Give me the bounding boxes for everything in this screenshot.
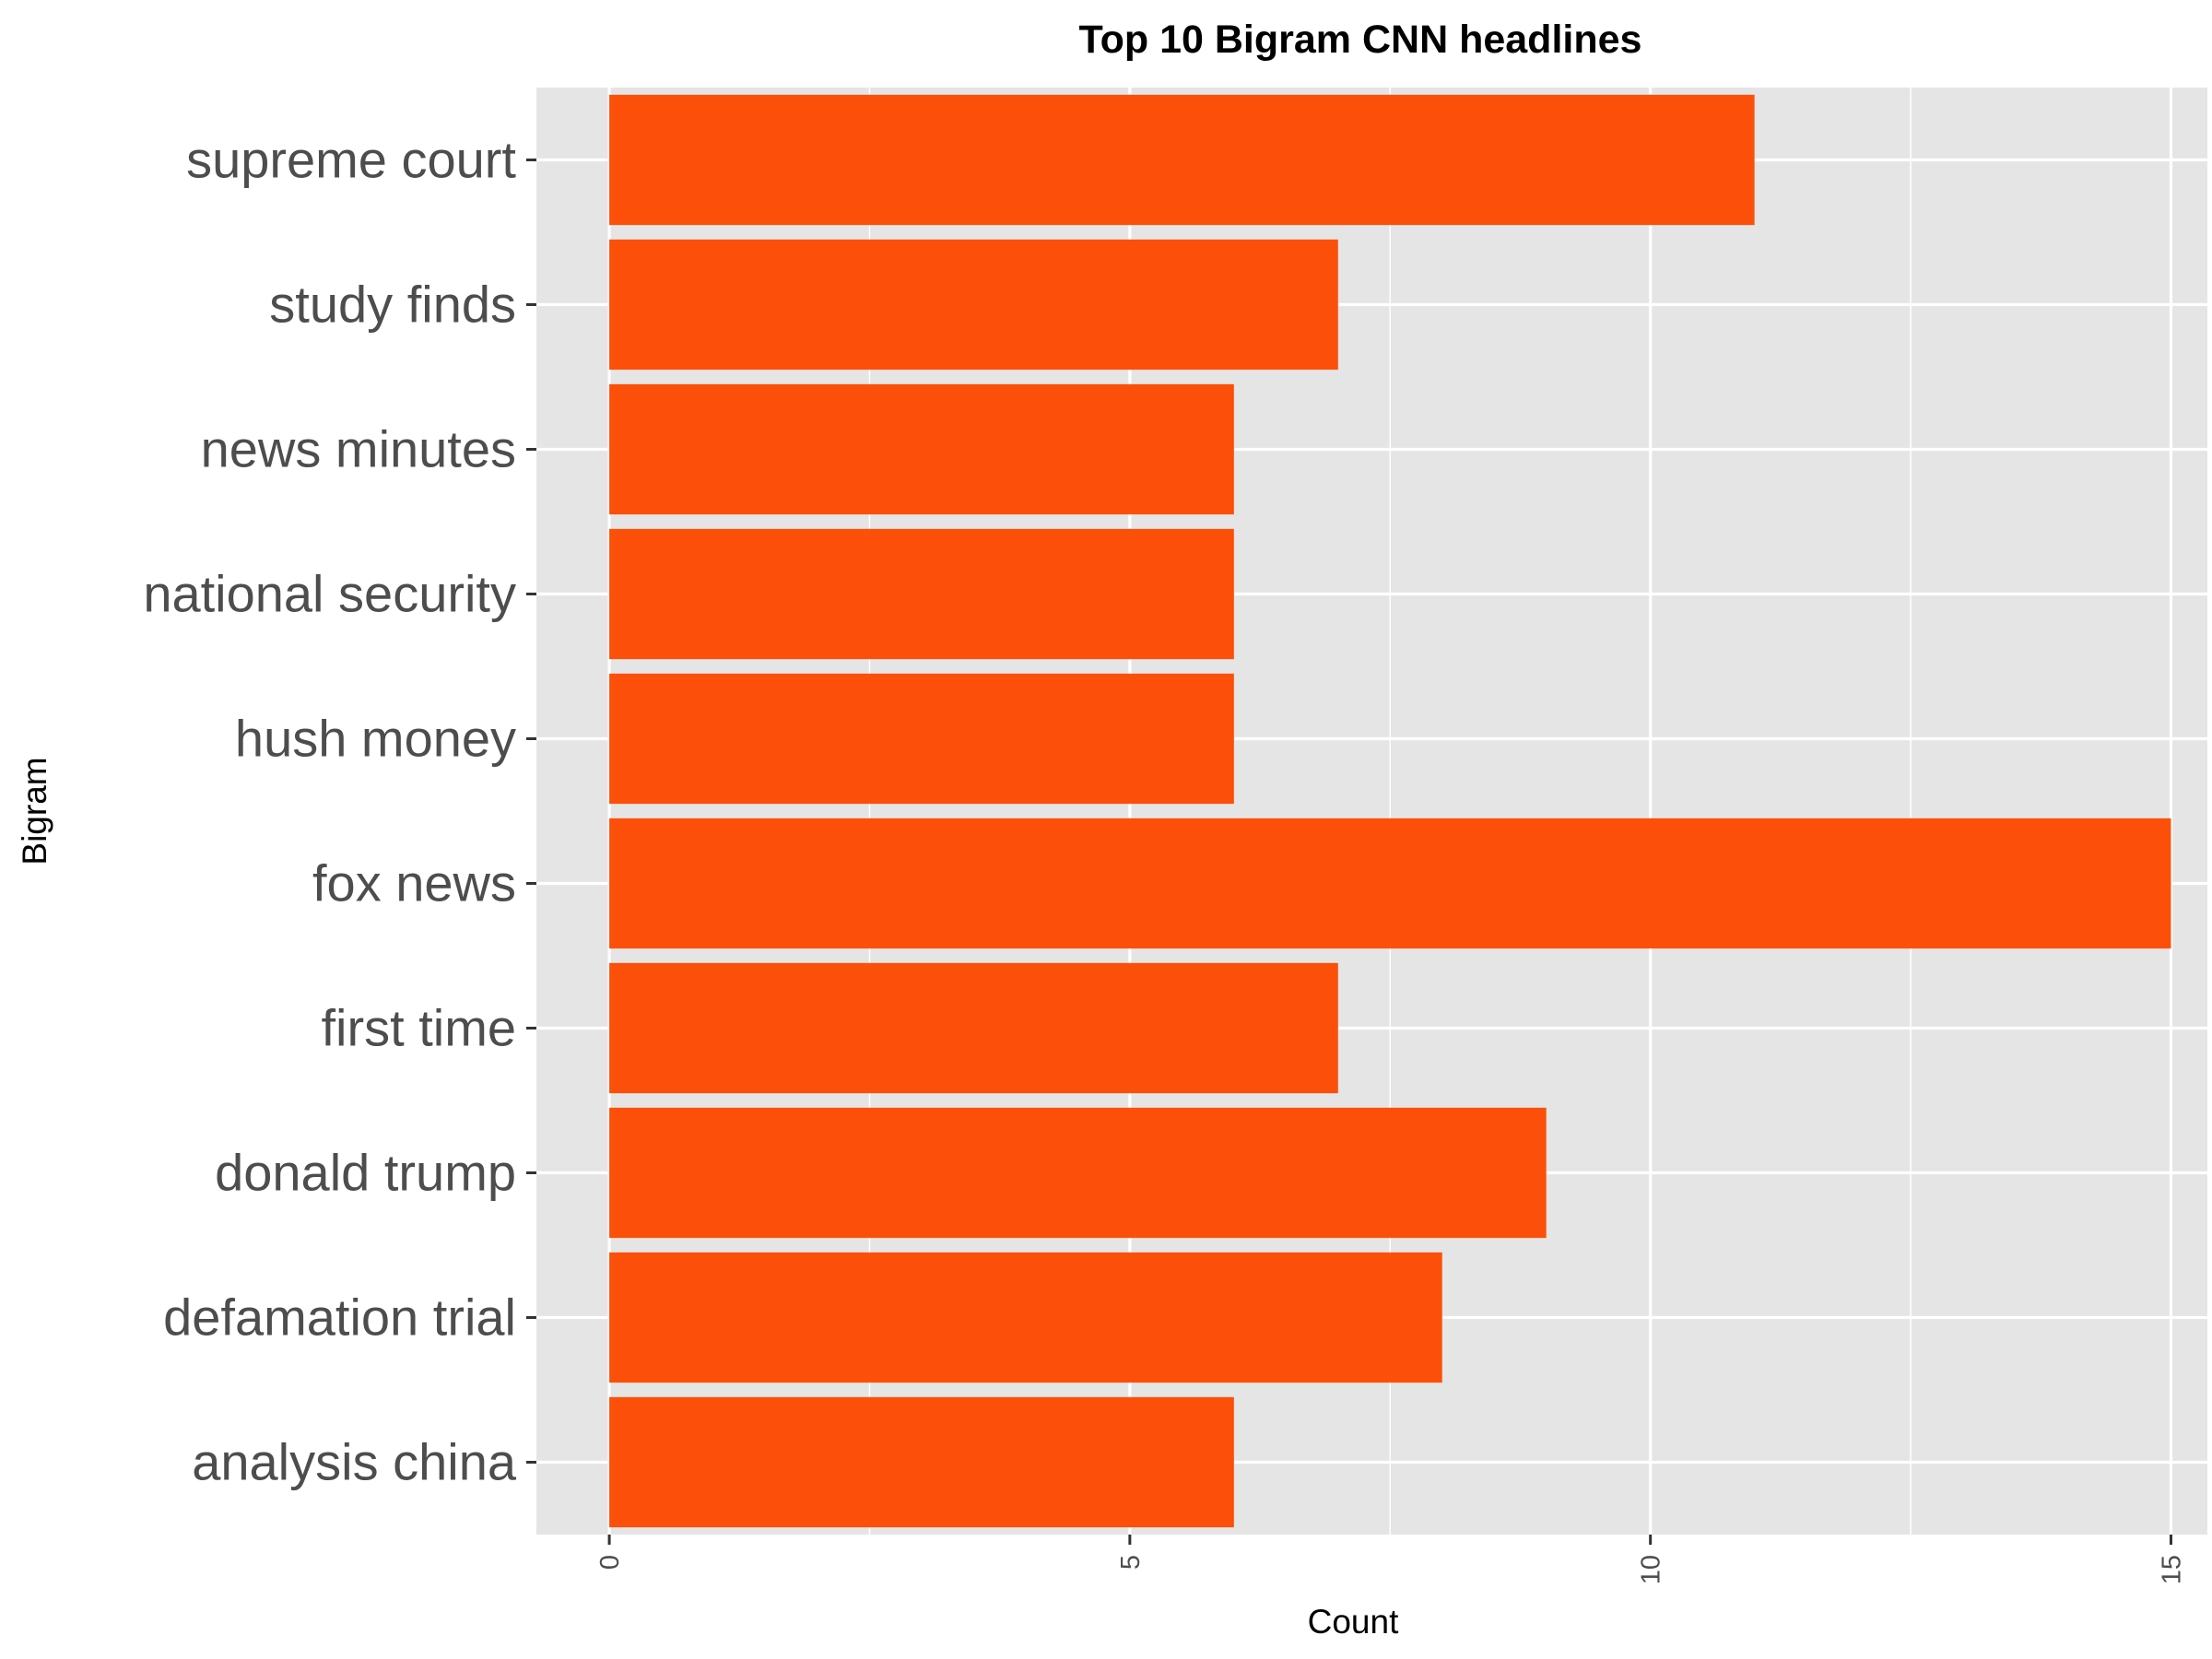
x-tick-label: 10 [1637,1555,1666,1584]
category-label: fox news [312,854,516,912]
x-axis-ticks: 0 5 10 15 [595,1535,2186,1584]
bar-analysis-china [609,1396,1234,1528]
bar-national-security [609,528,1234,660]
bars [609,94,2171,1528]
bar-donald-trump [609,1107,1547,1239]
category-label: supreme court [186,131,516,189]
category-label: first time [321,999,516,1057]
bar-defamation-trial [609,1252,1442,1383]
bar-first-time [609,962,1338,1094]
x-axis-title: Count [1308,1603,1399,1641]
bar-hush-money [609,673,1234,805]
x-tick-label: 15 [2157,1555,2186,1584]
bar-supreme-court [609,94,1755,226]
bar-news-minutes [609,383,1234,515]
category-label: analysis china [192,1433,517,1491]
category-label: defamation trial [163,1288,516,1347]
category-label: news minutes [201,420,516,478]
x-tick-label: 5 [1116,1555,1146,1570]
category-label: hush money [235,710,516,768]
bar-study-finds [609,239,1338,371]
category-label: study finds [269,276,516,334]
category-label: national security [143,565,516,623]
chart-title: Top 10 Bigram CNN headlines [1079,18,1642,62]
y-axis-title: Bigram [16,757,53,865]
x-tick-label: 0 [595,1555,625,1570]
category-labels: supreme court study finds news minutes nati… [143,131,536,1491]
category-label: donald trump [215,1144,516,1202]
bar-fox-news [609,818,2171,949]
